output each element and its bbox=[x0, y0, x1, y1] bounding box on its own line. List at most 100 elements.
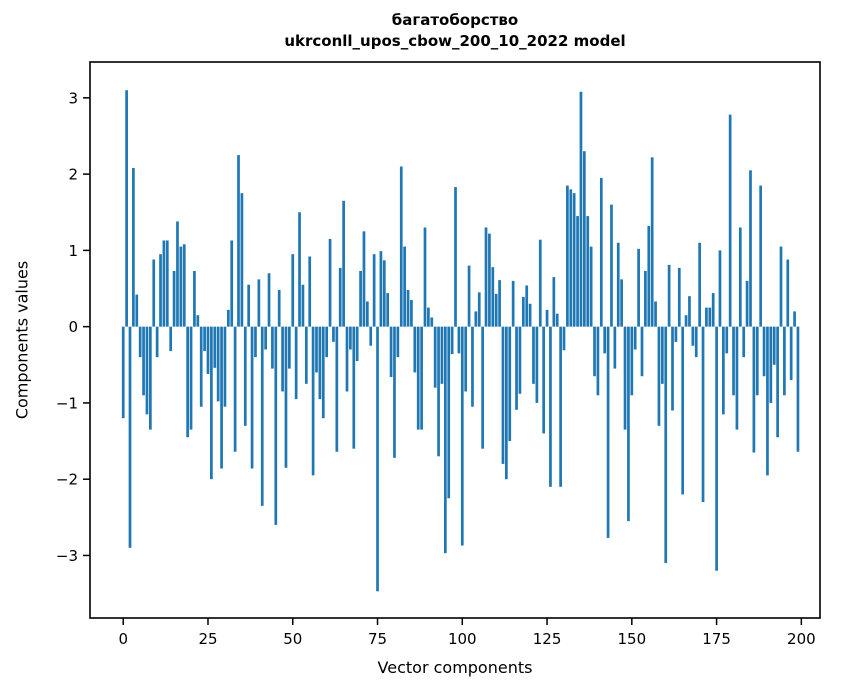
bar-27 bbox=[213, 326, 217, 368]
bar-33 bbox=[233, 326, 237, 452]
bar-176 bbox=[718, 250, 722, 327]
bar-19 bbox=[186, 326, 189, 438]
bar-54 bbox=[304, 326, 308, 384]
x-tick-label: 150 bbox=[618, 630, 647, 648]
y-axis-label: Components values bbox=[12, 260, 32, 420]
bar-88 bbox=[420, 326, 423, 430]
bar-178 bbox=[725, 326, 729, 354]
bar-125 bbox=[545, 309, 549, 327]
bar-55 bbox=[308, 256, 312, 327]
bar-148 bbox=[623, 326, 627, 430]
bar-98 bbox=[454, 187, 457, 327]
bar-23 bbox=[199, 326, 203, 407]
bar-109 bbox=[491, 267, 495, 327]
bar-165 bbox=[681, 326, 685, 495]
bar-62 bbox=[332, 326, 335, 342]
x-tick-label: 25 bbox=[198, 630, 217, 648]
bar-32 bbox=[230, 240, 234, 327]
x-tick-label: 50 bbox=[283, 630, 302, 648]
bar-24 bbox=[203, 326, 206, 352]
x-axis-label: Vector components bbox=[377, 658, 533, 677]
bar-94 bbox=[440, 326, 444, 384]
bar-3 bbox=[132, 168, 135, 327]
bar-149 bbox=[627, 326, 630, 522]
bar-77 bbox=[382, 260, 386, 327]
bar-28 bbox=[216, 326, 220, 402]
bar-124 bbox=[542, 326, 546, 434]
bar-76 bbox=[379, 251, 383, 327]
bar-78 bbox=[386, 293, 390, 327]
bar-162 bbox=[671, 326, 674, 411]
bar-95 bbox=[443, 326, 447, 554]
bar-71 bbox=[362, 231, 366, 327]
bar-185 bbox=[749, 170, 752, 327]
bar-173 bbox=[708, 307, 712, 327]
bar-21 bbox=[193, 270, 196, 327]
bar-84 bbox=[406, 290, 410, 327]
bar-86 bbox=[413, 326, 417, 373]
bar-134 bbox=[576, 216, 579, 327]
bar-63 bbox=[335, 326, 339, 452]
bar-115 bbox=[511, 280, 515, 327]
bar-99 bbox=[457, 326, 461, 354]
bar-105 bbox=[477, 292, 481, 327]
y-tick-label: 3 bbox=[68, 89, 78, 107]
bar-133 bbox=[572, 193, 576, 327]
bar-4 bbox=[135, 294, 139, 327]
bar-155 bbox=[647, 225, 651, 327]
bar-168 bbox=[691, 326, 695, 346]
bar-130 bbox=[562, 326, 566, 351]
bar-129 bbox=[559, 326, 562, 487]
bar-89 bbox=[423, 227, 427, 327]
bar-128 bbox=[555, 313, 559, 327]
bar-58 bbox=[318, 326, 322, 400]
bar-102 bbox=[467, 265, 471, 327]
bar-47 bbox=[281, 326, 284, 392]
bar-39 bbox=[254, 326, 257, 358]
bar-40 bbox=[257, 279, 261, 327]
bar-90 bbox=[427, 307, 430, 327]
bar-159 bbox=[660, 326, 664, 384]
bar-180 bbox=[732, 326, 735, 396]
y-tick-label: −3 bbox=[56, 547, 78, 565]
bar-64 bbox=[338, 267, 342, 327]
bar-81 bbox=[396, 326, 400, 358]
bar-31 bbox=[226, 309, 230, 327]
bar-18 bbox=[182, 244, 186, 327]
bar-29 bbox=[220, 326, 223, 469]
bar-60 bbox=[325, 326, 329, 358]
bar-181 bbox=[735, 326, 739, 430]
bar-111 bbox=[498, 280, 501, 327]
bar-75 bbox=[376, 326, 379, 592]
bar-114 bbox=[508, 326, 512, 442]
bar-49 bbox=[288, 326, 291, 369]
bar-107 bbox=[484, 227, 488, 327]
bar-92 bbox=[433, 326, 437, 388]
y-tick-label: 0 bbox=[68, 318, 78, 336]
bar-139 bbox=[593, 326, 596, 377]
x-axis-ticks: 0 25 50 75 100 125 150 175 200 bbox=[118, 618, 816, 648]
bar-145 bbox=[613, 326, 617, 369]
x-tick-label: 125 bbox=[533, 630, 562, 648]
bar-48 bbox=[284, 326, 288, 468]
bar-110 bbox=[494, 293, 498, 327]
bar-25 bbox=[206, 326, 210, 374]
bar-137 bbox=[586, 216, 590, 327]
bar-146 bbox=[616, 242, 620, 327]
x-tick-label: 200 bbox=[787, 630, 816, 648]
bar-108 bbox=[488, 233, 491, 327]
bar-20 bbox=[189, 326, 193, 430]
bar-195 bbox=[783, 326, 786, 396]
y-tick-label: −1 bbox=[56, 394, 78, 412]
bar-2 bbox=[128, 326, 132, 548]
bar-163 bbox=[674, 326, 678, 342]
bar-41 bbox=[260, 326, 264, 506]
bar-51 bbox=[294, 326, 298, 400]
bar-52 bbox=[298, 212, 301, 327]
bar-156 bbox=[650, 157, 654, 327]
bar-73 bbox=[369, 326, 373, 346]
bar-38 bbox=[250, 326, 254, 469]
bar-113 bbox=[505, 326, 508, 480]
bar-15 bbox=[172, 270, 176, 327]
